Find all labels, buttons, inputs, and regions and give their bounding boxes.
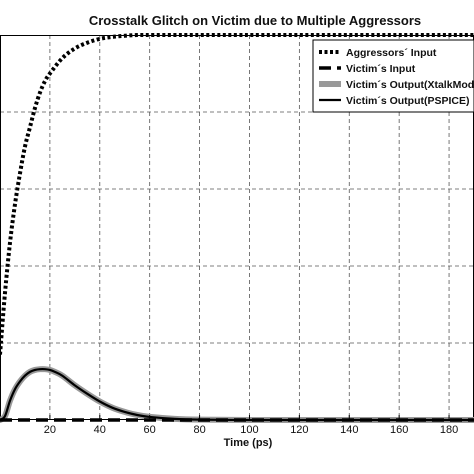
legend: Aggressors´ Input Victim´s Input Victim´s … <box>312 39 474 113</box>
series-victim-output-xtalkmodel <box>0 366 474 424</box>
x-tick-label: 40 <box>94 424 106 436</box>
legend-label: Victim´s Output(PSPICE) <box>346 95 469 107</box>
series-layer <box>0 32 474 424</box>
x-tick-label: 20 <box>44 424 56 436</box>
x-tick-label: 60 <box>144 424 156 436</box>
chart-title: Crosstalk Glitch on Victim due to Multip… <box>89 13 421 28</box>
series-aggressors-input <box>0 32 474 355</box>
x-axis-label: Time (ps) <box>224 437 273 449</box>
x-tick-label: 140 <box>340 424 358 436</box>
series-victim-output-pspice <box>0 367 474 422</box>
x-ticks: 20 40 60 80 100 120 140 160 180 <box>44 415 458 436</box>
x-tick-label: 100 <box>240 424 258 436</box>
legend-label: Victim´s Input <box>346 63 416 75</box>
legend-label: Aggressors´ Input <box>346 47 437 59</box>
x-tick-label: 120 <box>290 424 308 436</box>
x-tick-label: 160 <box>390 424 408 436</box>
x-tick-label: 180 <box>440 424 458 436</box>
legend-label: Victim´s Output(XtalkModel) <box>346 79 474 91</box>
x-tick-label: 80 <box>193 424 205 436</box>
